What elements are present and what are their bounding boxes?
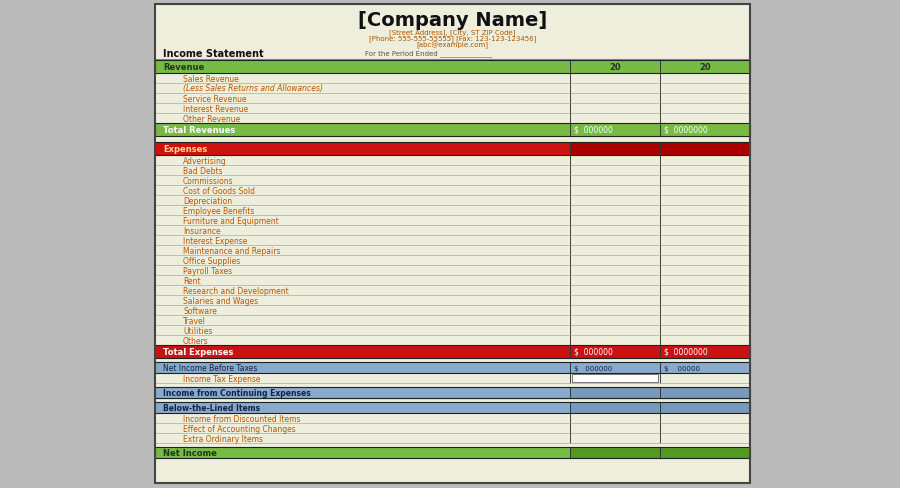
Text: 20: 20 xyxy=(609,63,621,72)
Text: Income from Discounted Items: Income from Discounted Items xyxy=(183,414,301,423)
Bar xyxy=(155,61,750,74)
Text: Net Income: Net Income xyxy=(163,448,217,457)
Bar xyxy=(155,5,750,483)
Bar xyxy=(570,402,660,413)
Text: Revenue: Revenue xyxy=(163,63,204,72)
Text: 20: 20 xyxy=(699,63,711,72)
Text: $  0000000: $ 0000000 xyxy=(664,126,707,135)
Text: Utilities: Utilities xyxy=(183,326,212,335)
Bar xyxy=(155,402,750,413)
Text: Effect of Accounting Changes: Effect of Accounting Changes xyxy=(183,424,296,433)
Bar xyxy=(155,5,750,483)
Text: Research and Development: Research and Development xyxy=(183,286,289,295)
Text: Rent: Rent xyxy=(183,276,201,285)
Text: Insurance: Insurance xyxy=(183,226,220,235)
Text: For the Period Ended _______________: For the Period Ended _______________ xyxy=(365,51,492,57)
Text: Depreciation: Depreciation xyxy=(183,196,232,205)
Bar xyxy=(155,362,750,373)
Bar xyxy=(155,387,750,398)
Text: Total Revenues: Total Revenues xyxy=(163,126,235,135)
Text: Income Statement: Income Statement xyxy=(163,49,264,59)
Bar xyxy=(155,447,750,458)
Text: Software: Software xyxy=(183,306,217,315)
Bar xyxy=(572,374,658,382)
Text: Commissions: Commissions xyxy=(183,176,234,185)
Bar xyxy=(660,142,750,156)
Bar xyxy=(155,346,750,358)
Text: Bad Debts: Bad Debts xyxy=(183,166,222,175)
Text: Sales Revenue: Sales Revenue xyxy=(183,74,238,83)
Text: $   000000: $ 000000 xyxy=(574,365,612,371)
Text: Below-the-Lined Items: Below-the-Lined Items xyxy=(163,403,260,412)
Text: Extra Ordinary Items: Extra Ordinary Items xyxy=(183,434,263,443)
Text: Service Revenue: Service Revenue xyxy=(183,94,247,103)
Text: Interest Revenue: Interest Revenue xyxy=(183,104,248,113)
Text: [Street Address], [City, ST ZIP Code]: [Street Address], [City, ST ZIP Code] xyxy=(390,30,516,36)
Bar xyxy=(155,362,750,373)
Bar xyxy=(155,61,750,74)
Text: Total Expenses: Total Expenses xyxy=(163,347,233,356)
Text: Maintenance and Repairs: Maintenance and Repairs xyxy=(183,246,281,255)
Text: Advertising: Advertising xyxy=(183,156,227,165)
Bar xyxy=(155,124,750,137)
Text: Interest Expense: Interest Expense xyxy=(183,236,248,245)
Text: Others: Others xyxy=(183,336,209,345)
Bar xyxy=(155,124,750,137)
Text: Furniture and Equipment: Furniture and Equipment xyxy=(183,216,279,225)
Bar xyxy=(155,142,750,156)
Text: [Company Name]: [Company Name] xyxy=(358,12,547,30)
Text: Other Revenue: Other Revenue xyxy=(183,114,240,123)
Text: Cost of Goods Sold: Cost of Goods Sold xyxy=(183,186,255,195)
Text: [Phone: 555-555-55555] [Fax: 123-123-123456]: [Phone: 555-555-55555] [Fax: 123-123-123… xyxy=(369,36,536,42)
Text: Employee Benefits: Employee Benefits xyxy=(183,206,255,215)
Bar xyxy=(570,142,660,156)
Text: $  000000: $ 000000 xyxy=(574,347,613,356)
Text: $  0000000: $ 0000000 xyxy=(664,347,707,356)
Bar xyxy=(155,402,750,413)
Bar xyxy=(660,402,750,413)
Text: [abc@example.com]: [abc@example.com] xyxy=(417,41,489,49)
Bar xyxy=(155,447,750,458)
Bar xyxy=(570,447,660,458)
Text: Expenses: Expenses xyxy=(163,145,207,154)
Text: Salaries and Wages: Salaries and Wages xyxy=(183,296,258,305)
Text: Income from Continuing Expenses: Income from Continuing Expenses xyxy=(163,388,310,397)
Bar xyxy=(155,387,750,398)
Bar xyxy=(660,387,750,398)
Bar xyxy=(660,447,750,458)
Text: $    00000: $ 00000 xyxy=(664,365,700,371)
Text: Net Income Before Taxes: Net Income Before Taxes xyxy=(163,363,257,372)
Text: Payroll Taxes: Payroll Taxes xyxy=(183,266,232,275)
Text: Income Tax Expense: Income Tax Expense xyxy=(183,374,260,383)
Text: Travel: Travel xyxy=(183,316,206,325)
Text: $  000000: $ 000000 xyxy=(574,126,613,135)
Text: Office Supplies: Office Supplies xyxy=(183,256,240,265)
Bar xyxy=(570,387,660,398)
Bar xyxy=(155,346,750,358)
Bar xyxy=(155,142,750,156)
Text: (Less Sales Returns and Allowances): (Less Sales Returns and Allowances) xyxy=(183,84,323,93)
